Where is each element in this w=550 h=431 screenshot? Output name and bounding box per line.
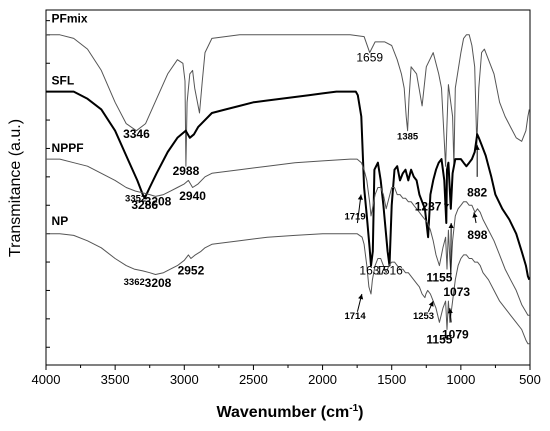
x-axis-title: Wavenumber (cm-1) bbox=[216, 403, 363, 421]
peak-annotation: 3286 bbox=[131, 198, 158, 212]
peak-annotation: 2940 bbox=[179, 189, 206, 203]
x-tick-label: 1500 bbox=[377, 372, 406, 387]
peak-annotation: 1155 bbox=[426, 271, 452, 285]
peak-annotation: 3352 bbox=[125, 194, 146, 205]
x-tick-label: 2000 bbox=[308, 372, 337, 387]
y-axis-title: Transmitance (a.u.) bbox=[7, 119, 24, 257]
series-label-nppf: NPPF bbox=[52, 141, 84, 155]
series-line-nppf bbox=[46, 158, 530, 316]
peak-annotation: 898 bbox=[467, 228, 487, 242]
peak-annotation: 1637 bbox=[359, 263, 386, 277]
series-layer bbox=[46, 34, 531, 345]
series-label-sfl: SFL bbox=[52, 74, 75, 88]
peak-annotation: 1237 bbox=[415, 200, 442, 214]
x-tick-label: 3000 bbox=[170, 372, 199, 387]
peak-arrow-head bbox=[448, 223, 454, 229]
series-label-np: NP bbox=[52, 214, 69, 228]
peak-arrow-head bbox=[447, 308, 453, 314]
peak-annotation: 1079 bbox=[442, 327, 469, 341]
peak-arrow-head bbox=[474, 144, 480, 150]
x-tick-label: 3500 bbox=[101, 372, 130, 387]
series-labels-layer: PFmix SFL NPPF NP bbox=[52, 11, 88, 227]
plot-frame bbox=[45, 9, 531, 366]
x-tick-label: 4000 bbox=[32, 372, 61, 387]
peak-annotation: 2952 bbox=[178, 263, 205, 277]
series-line-sfl bbox=[46, 90, 531, 281]
peak-arrow-head bbox=[357, 194, 363, 200]
peak-annotation: 882 bbox=[467, 185, 487, 199]
peak-arrow-head bbox=[428, 301, 434, 307]
peak-annotation: 1253 bbox=[413, 311, 434, 322]
peak-annotation: 3208 bbox=[145, 194, 172, 208]
peak-annotation: 1659 bbox=[356, 50, 383, 64]
peak-arrow-head bbox=[443, 203, 450, 209]
peak-annotation: 2988 bbox=[173, 164, 200, 178]
x-tick-label: 2500 bbox=[239, 372, 268, 387]
peak-annotation: 1714 bbox=[344, 311, 366, 322]
peak-annotation: 1516 bbox=[376, 263, 403, 277]
series-line-pfmix bbox=[46, 34, 530, 167]
peak-arrow-head bbox=[358, 294, 364, 300]
peak-annotation: 1155 bbox=[426, 333, 452, 347]
series-label-pfmix: PFmix bbox=[52, 11, 88, 25]
peak-annotation: 1385 bbox=[397, 132, 419, 143]
x-tick-label: 1000 bbox=[446, 372, 475, 387]
y-axis-ticks bbox=[46, 20, 50, 348]
arrows-layer bbox=[356, 144, 480, 323]
peak-arrow-head bbox=[472, 212, 478, 218]
x-tick-label: 500 bbox=[519, 372, 541, 387]
peak-annotation: 3362 bbox=[124, 277, 145, 288]
peak-annotation: 3208 bbox=[145, 276, 172, 290]
peak-annotation: 3346 bbox=[123, 127, 150, 141]
x-axis-ticks: 4000 3500 3000 2500 2000 1500 1000 500 bbox=[32, 365, 541, 387]
peak-annotation: 1073 bbox=[443, 285, 470, 299]
series-line-np bbox=[46, 233, 530, 345]
peak-annotation: 1719 bbox=[344, 211, 365, 222]
